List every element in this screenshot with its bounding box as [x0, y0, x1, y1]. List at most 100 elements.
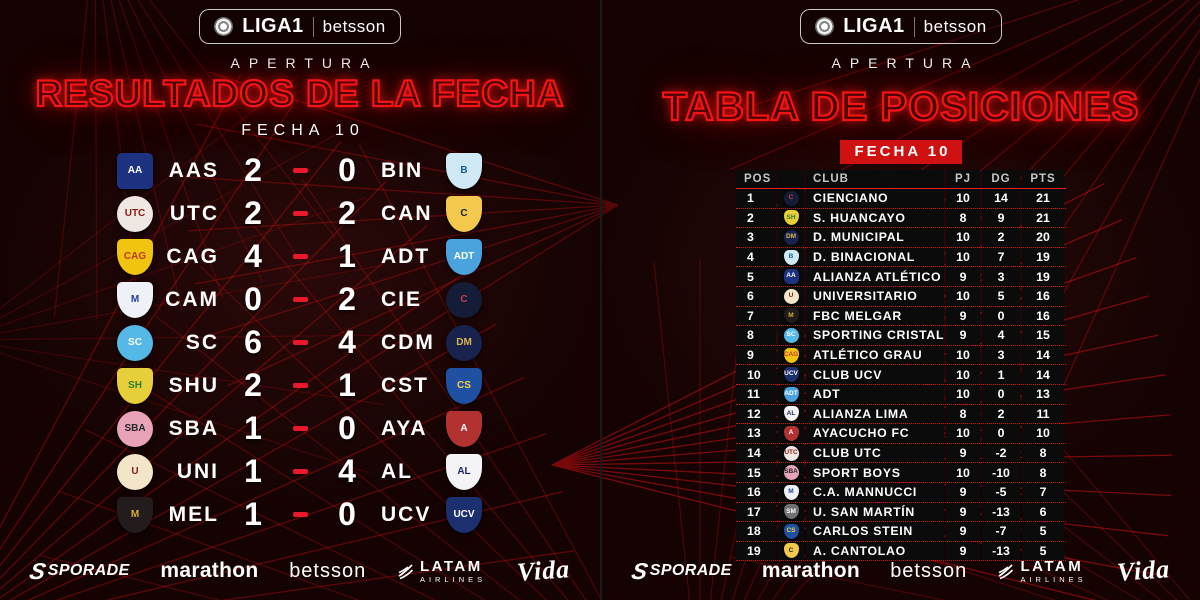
dg-cell: -2: [982, 443, 1020, 463]
utc-crest-icon: UTC: [783, 445, 799, 461]
standings-panel: LIGA1 betsson APERTURA TABLA DE POSICION…: [600, 0, 1200, 600]
marathon-logo: marathon: [761, 559, 860, 582]
result-row: U UNI 1 4 AL AL: [117, 450, 483, 493]
away-score: 1: [338, 367, 356, 403]
pts-cell: 5: [1022, 541, 1064, 561]
position-cell: 14: [736, 443, 776, 463]
sporade-logo: S SPORADE: [629, 557, 732, 585]
club-cell: ALIANZA LIMA: [806, 404, 944, 424]
dg-cell: -10: [982, 463, 1020, 482]
home-team-code: CAG: [166, 244, 219, 268]
club-cell: ATLÉTICO GRAU: [806, 345, 944, 365]
sponsors-left: S SPORADE marathon betsson LATAM AIRLINES…: [0, 554, 600, 587]
utc-crest-icon: UTC: [117, 195, 153, 232]
liga1-emblem-icon: [214, 17, 234, 36]
shu-crest-icon: SH: [117, 367, 153, 404]
pj-cell: 10: [946, 384, 980, 404]
sporade-icon: S: [629, 557, 651, 584]
standings-row: 8 SC SPORTING CRISTAL 9 4 15: [736, 326, 1066, 346]
result-row: AA AAS 2 0 BIN B: [117, 149, 483, 192]
position-cell: 17: [736, 502, 776, 522]
home-score: 0: [244, 281, 262, 317]
result-row: M CAM 0 2 CIE C: [117, 278, 483, 321]
pts-cell: 14: [1022, 345, 1064, 365]
liga1-wordmark: LIGA1: [242, 15, 304, 37]
club-cell: AYACUCHO FC: [806, 424, 944, 443]
club-cell: S. HUANCAYO: [806, 208, 944, 228]
pj-cell: 9: [946, 267, 980, 286]
away-team-code: CAN: [381, 201, 433, 225]
position-cell: 18: [736, 522, 776, 541]
latam-bird-icon: [998, 563, 1014, 579]
standings-row: 3 DM D. MUNICIPAL 10 2 20: [736, 228, 1066, 248]
result-row: M MEL 1 0 UCV UCV: [117, 493, 483, 536]
results-list: AA AAS 2 0 BIN B UTC UTC 2 2 CAN C CAG C…: [117, 149, 483, 536]
liga1-betsson-logo: LIGA1 betsson: [800, 9, 1002, 44]
mel-crest-icon: M: [783, 308, 799, 324]
results-panel: LIGA1 betsson APERTURA RESULTADOS DE LA …: [0, 9, 600, 587]
result-row: SBA SBA 1 0 AYA A: [117, 407, 483, 450]
aya-crest-icon: A: [783, 425, 799, 441]
header-pts: PTS: [1022, 170, 1064, 188]
standings-row: 18 CS CARLOS STEIN 9 -7 5: [736, 522, 1066, 542]
position-cell: 16: [736, 482, 776, 502]
home-team-code: UNI: [176, 459, 219, 483]
score-dash-icon: [292, 211, 308, 216]
home-score: 6: [244, 324, 262, 360]
liga1-betsson-logo: LIGA1 betsson: [199, 9, 401, 44]
position-cell: 12: [736, 404, 776, 424]
pts-cell: 16: [1022, 286, 1064, 306]
position-cell: 1: [736, 189, 776, 208]
pts-cell: 19: [1022, 267, 1064, 286]
cie-crest-icon: C: [783, 190, 799, 206]
cdm-crest-icon: DM: [783, 229, 799, 245]
position-cell: 3: [736, 228, 776, 247]
pj-cell: 10: [946, 424, 980, 443]
dg-cell: 14: [982, 189, 1020, 208]
position-cell: 9: [736, 345, 776, 365]
score-dash-icon: [292, 426, 308, 431]
sporade-logo: S SPORADE: [27, 558, 130, 585]
aya-crest-icon: A: [446, 410, 482, 447]
aas-crest-icon: AA: [783, 269, 799, 285]
position-cell: 8: [736, 326, 776, 345]
away-team-code: CDM: [381, 330, 435, 354]
home-score: 2: [244, 152, 262, 188]
latam-logo: LATAM AIRLINES: [397, 559, 486, 584]
home-team-code: SC: [185, 330, 219, 354]
pj-cell: 10: [946, 189, 980, 208]
dg-cell: -13: [982, 541, 1020, 561]
dg-cell: 3: [982, 267, 1020, 286]
standings-row: 1 C CIENCIANO 10 14 21: [736, 189, 1066, 209]
position-cell: 6: [736, 286, 776, 306]
standings-row: 6 U UNIVERSITARIO 10 5 16: [736, 286, 1066, 307]
pj-cell: 9: [946, 541, 980, 561]
cag-crest-icon: CAG: [783, 347, 799, 363]
club-cell: CARLOS STEIN: [806, 522, 944, 541]
standings-row: 2 SH S. HUANCAYO 8 9 21: [736, 208, 1066, 229]
standings-row: 12 AL ALIANZA LIMA 8 2 11: [736, 404, 1066, 425]
pts-cell: 15: [1022, 326, 1064, 345]
home-team-code: MEL: [168, 502, 219, 526]
standings-header-row: POS CLUB PJ DG PTS: [736, 170, 1066, 189]
sporade-text: SPORADE: [649, 562, 732, 579]
standings-row: 9 CAG ATLÉTICO GRAU 10 3 14: [736, 345, 1066, 366]
home-team-code: CAM: [165, 287, 219, 311]
home-score: 2: [244, 367, 262, 403]
standings-title: TABLA DE POSICIONES: [661, 84, 1140, 130]
dg-cell: 2: [982, 404, 1020, 424]
header-crest-spacer: [778, 170, 804, 188]
score-dash-icon: [292, 512, 308, 517]
latam-sub-text: AIRLINES: [1020, 574, 1087, 584]
standings-table: POS CLUB PJ DG PTS 1 C CIENCIANO 10 14 2…: [736, 170, 1066, 562]
liga1-emblem-icon: [815, 17, 835, 36]
uni-crest-icon: U: [117, 453, 153, 490]
pts-cell: 13: [1022, 384, 1064, 404]
result-row: UTC UTC 2 2 CAN C: [117, 192, 483, 235]
latam-text: LATAM AIRLINES: [420, 559, 486, 584]
liga1-wordmark: LIGA1: [843, 15, 905, 37]
latam-text: LATAM AIRLINES: [1020, 559, 1086, 584]
position-cell: 13: [736, 424, 776, 443]
club-cell: A. CANTOLAO: [806, 541, 944, 561]
dg-cell: 0: [982, 384, 1020, 404]
